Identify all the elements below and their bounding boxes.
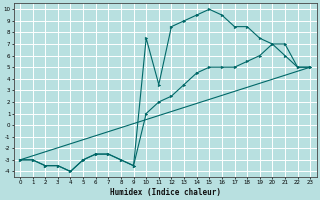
- X-axis label: Humidex (Indice chaleur): Humidex (Indice chaleur): [109, 188, 220, 197]
